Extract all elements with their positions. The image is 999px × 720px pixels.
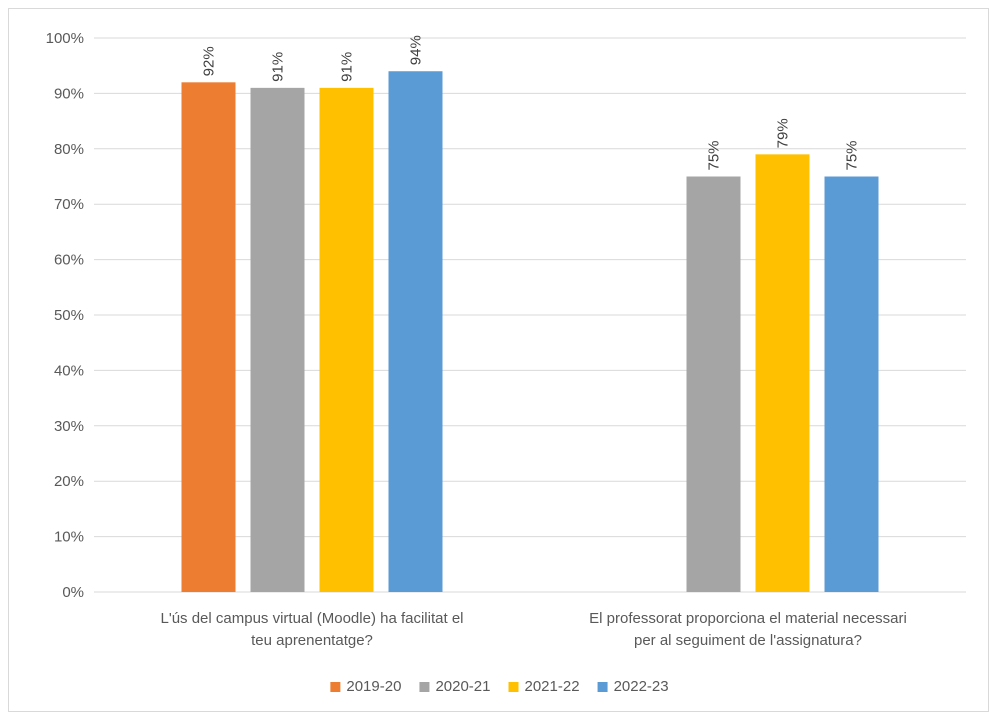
y-tick-label: 20%: [54, 473, 84, 490]
legend-label: 2019-20: [346, 678, 401, 695]
y-tick-label: 10%: [54, 529, 84, 546]
chart-frame: 0% 10% 20% 30% 40% 50% 60% 70% 80% 90% 100% 92% 91%…: [8, 8, 989, 712]
legend-label: 2020-21: [435, 678, 490, 695]
data-label: 79%: [775, 118, 792, 148]
data-label: 91%: [270, 52, 287, 82]
category-label: per al seguiment de l'assignatura?: [634, 632, 862, 649]
y-tick-label: 70%: [54, 196, 84, 213]
data-labels: 92% 91% 91% 94% 75% 79% 75%: [201, 35, 861, 170]
legend-swatch: [597, 682, 608, 692]
y-tick-label: 80%: [54, 141, 84, 158]
y-tick-label: 100%: [46, 30, 84, 47]
bar-2020-21: [250, 87, 305, 593]
legend: 2019-20 2020-21 2021-22 2022-23: [330, 678, 669, 695]
legend-label: 2022-23: [614, 678, 669, 695]
bar-2020-21: [686, 176, 741, 592]
category-label: L'ús del campus virtual (Moodle) ha faci…: [160, 610, 463, 627]
data-label: 75%: [844, 140, 861, 170]
bar-2022-23: [388, 71, 443, 593]
category-labels: L'ús del campus virtual (Moodle) ha faci…: [160, 610, 906, 649]
y-tick-label: 90%: [54, 85, 84, 102]
legend-swatch: [419, 682, 430, 692]
gridlines: [94, 37, 966, 593]
data-label: 92%: [201, 46, 218, 76]
category-label: El professorat proporciona el material n…: [589, 610, 907, 627]
legend-swatch: [508, 682, 519, 692]
bar-2022-23: [824, 176, 879, 592]
y-tick-label: 60%: [54, 252, 84, 269]
legend-label: 2021-22: [525, 678, 580, 695]
bar-2021-22: [319, 87, 374, 593]
bar-chart: 0% 10% 20% 30% 40% 50% 60% 70% 80% 90% 100% 92% 91%…: [46, 30, 966, 695]
legend-swatch: [330, 682, 341, 692]
bars: [181, 71, 879, 593]
data-label: 94%: [408, 35, 425, 65]
y-tick-label: 40%: [54, 362, 84, 379]
bar-2019-20: [181, 82, 236, 592]
bar-2021-22: [755, 154, 810, 592]
data-label: 91%: [339, 52, 356, 82]
y-axis-ticks: 0% 10% 20% 30% 40% 50% 60% 70% 80% 90% 100%: [46, 30, 84, 601]
y-tick-label: 50%: [54, 307, 84, 324]
category-label: teu aprenentatge?: [251, 632, 373, 649]
y-tick-label: 0%: [62, 584, 84, 601]
y-tick-label: 30%: [54, 418, 84, 435]
data-label: 75%: [706, 140, 723, 170]
